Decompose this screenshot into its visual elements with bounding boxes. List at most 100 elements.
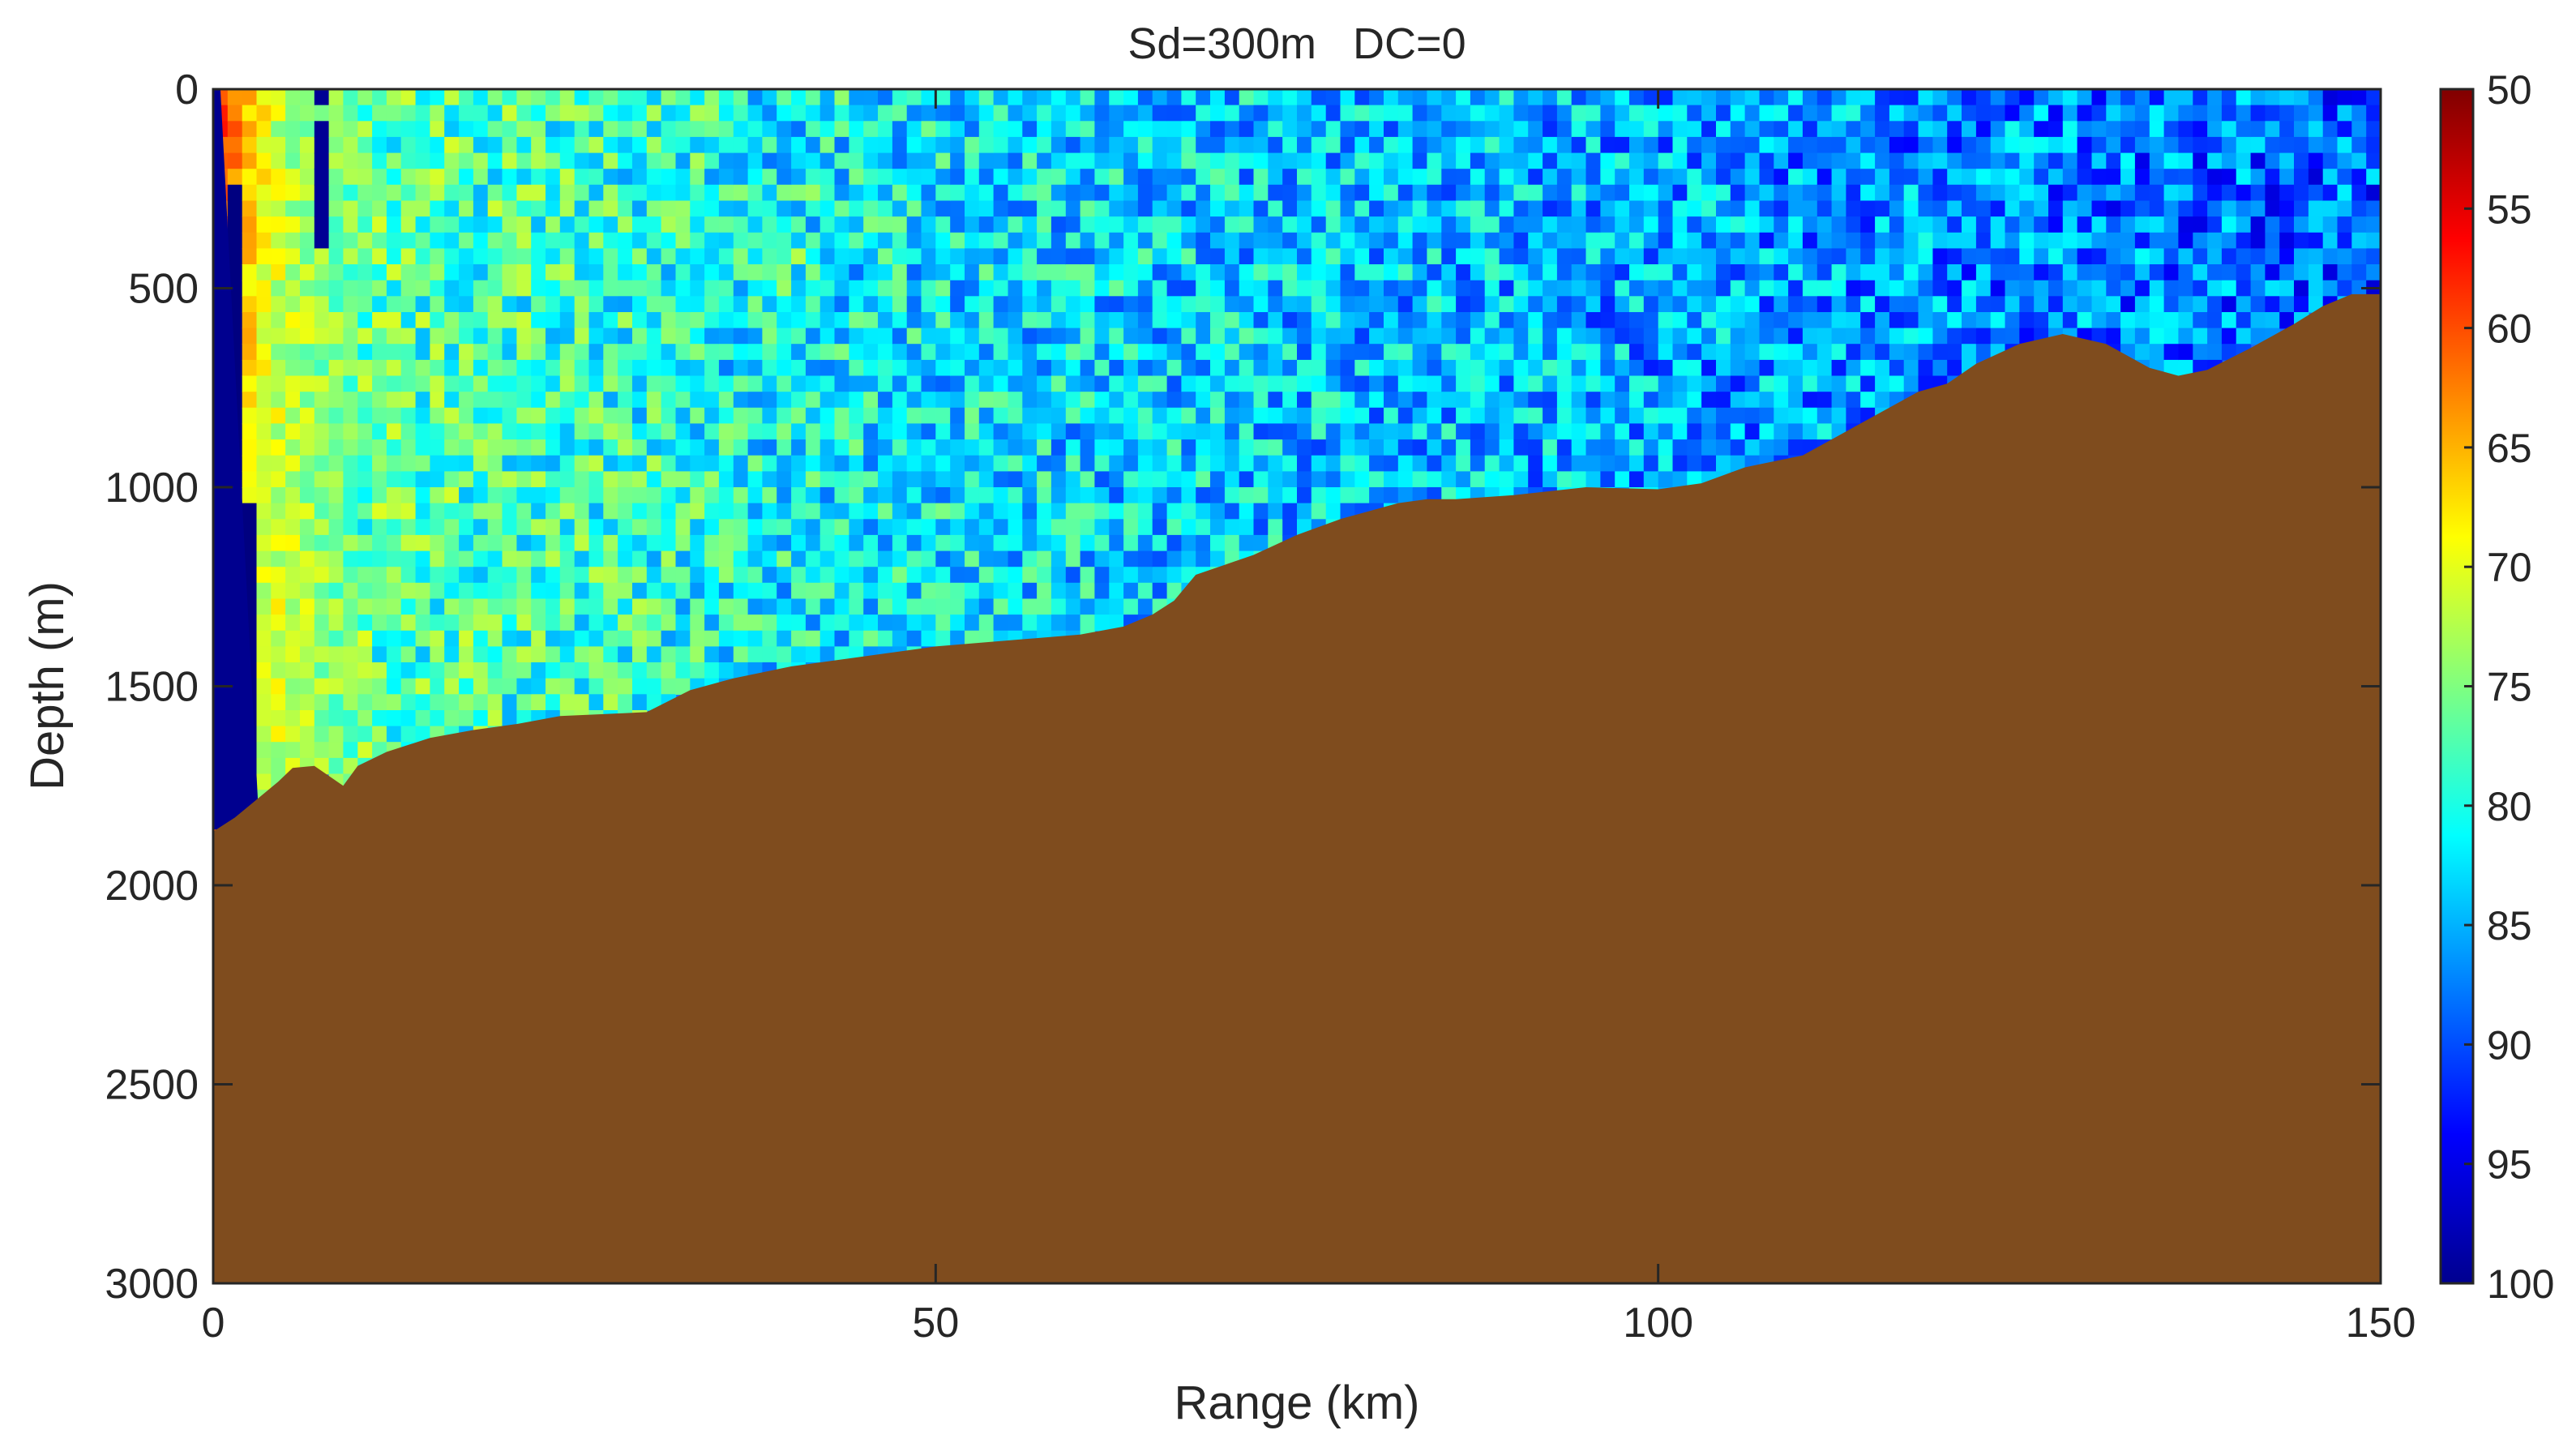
- heatmap-cell: [1816, 312, 1833, 329]
- heatmap-cell: [300, 105, 315, 122]
- heatmap-cell: [1918, 169, 1934, 186]
- heatmap-cell: [632, 359, 648, 377]
- heatmap-cell: [314, 582, 330, 600]
- heatmap-cell: [906, 519, 922, 536]
- heatmap-cell: [661, 423, 677, 440]
- heatmap-cell: [242, 423, 258, 440]
- heatmap-cell: [1571, 407, 1587, 425]
- heatmap-cell: [2106, 169, 2121, 186]
- heatmap-cell: [892, 503, 908, 520]
- heatmap-cell: [1456, 407, 1471, 425]
- heatmap-cell: [1456, 216, 1471, 233]
- heatmap-cell: [1759, 407, 1775, 425]
- heatmap-cell: [487, 534, 503, 552]
- heatmap-cell: [300, 89, 315, 106]
- heatmap-cell: [444, 471, 460, 488]
- heatmap-cell: [300, 534, 315, 552]
- heatmap-cell: [415, 598, 431, 615]
- heatmap-cell: [2120, 169, 2136, 186]
- heatmap-cell: [1643, 136, 1659, 154]
- heatmap-cell: [271, 662, 286, 679]
- heatmap-cell: [1990, 200, 2006, 217]
- heatmap-cell: [314, 662, 330, 679]
- heatmap-cell: [1123, 280, 1139, 298]
- heatmap-cell: [546, 455, 561, 473]
- heatmap-cell: [400, 550, 417, 567]
- heatmap-cell: [1672, 200, 1688, 217]
- heatmap-cell: [1412, 296, 1428, 313]
- heatmap-cell: [328, 582, 344, 600]
- heatmap-cell: [546, 248, 561, 265]
- heatmap-cell: [516, 630, 532, 648]
- heatmap-cell: [588, 662, 605, 679]
- heatmap-cell: [1556, 423, 1573, 440]
- heatmap-cell: [1629, 375, 1645, 392]
- heatmap-cell: [1340, 121, 1356, 138]
- heatmap-cell: [588, 280, 605, 298]
- heatmap-cell: [1210, 152, 1226, 169]
- heatmap-cell: [1325, 264, 1341, 281]
- heatmap-cell: [878, 232, 893, 250]
- heatmap-cell: [618, 121, 633, 138]
- heatmap-cell: [1615, 200, 1630, 217]
- heatmap-cell: [805, 359, 821, 377]
- heatmap-cell: [1224, 280, 1240, 298]
- heatmap-cell: [574, 615, 590, 632]
- heatmap-cell: [1846, 312, 1861, 329]
- heatmap-cell: [400, 121, 417, 138]
- heatmap-cell: [1137, 487, 1153, 504]
- heatmap-cell: [978, 232, 995, 250]
- heatmap-cell: [415, 567, 431, 584]
- heatmap-cell: [1499, 344, 1515, 361]
- heatmap-cell: [1600, 296, 1615, 313]
- heatmap-cell: [950, 567, 965, 584]
- heatmap-cell: [1860, 312, 1876, 329]
- heatmap-cell: [993, 121, 1009, 138]
- heatmap-cell: [256, 519, 272, 536]
- heatmap-cell: [965, 184, 980, 202]
- heatmap-cell: [1369, 392, 1384, 409]
- heatmap-cell: [777, 280, 792, 298]
- heatmap-cell: [965, 105, 980, 122]
- heatmap-cell: [906, 296, 922, 313]
- heatmap-cell: [314, 105, 330, 122]
- heatmap-cell: [1166, 264, 1183, 281]
- heatmap-cell: [1325, 423, 1341, 440]
- heatmap-cell: [1282, 296, 1298, 313]
- heatmap-cell: [690, 152, 705, 169]
- heatmap-cell: [777, 121, 792, 138]
- heatmap-cell: [2308, 216, 2324, 233]
- heatmap-cell: [1860, 328, 1876, 345]
- heatmap-cell: [618, 615, 633, 632]
- heatmap-cell: [502, 678, 518, 696]
- heatmap-cell: [675, 105, 691, 122]
- heatmap-cell: [1253, 248, 1269, 265]
- heatmap-cell: [1384, 328, 1399, 345]
- heatmap-cell: [1556, 136, 1573, 154]
- heatmap-cell: [473, 312, 489, 329]
- heatmap-cell: [1788, 136, 1804, 154]
- heatmap-cell: [1224, 375, 1240, 392]
- heatmap-cell: [487, 423, 503, 440]
- heatmap-cell: [978, 136, 995, 154]
- heatmap-cell: [1008, 136, 1024, 154]
- heatmap-cell: [2337, 169, 2353, 186]
- heatmap-cell: [2250, 232, 2266, 250]
- heatmap-cell: [415, 455, 431, 473]
- heatmap-cell: [849, 312, 864, 329]
- heatmap-cell: [747, 136, 764, 154]
- heatmap-cell: [300, 726, 315, 743]
- heatmap-cell: [921, 550, 937, 567]
- heatmap-cell: [1065, 439, 1081, 456]
- heatmap-cell: [1687, 439, 1702, 456]
- heatmap-cell: [1470, 200, 1486, 217]
- heatmap-cell: [906, 471, 922, 488]
- heatmap-cell: [1022, 598, 1038, 615]
- heatmap-cell: [1397, 407, 1414, 425]
- field-features: [213, 89, 260, 830]
- heatmap-cell: [690, 359, 705, 377]
- heatmap-cell: [777, 630, 792, 648]
- heatmap-cell: [1543, 455, 1558, 473]
- heatmap-cell: [1802, 344, 1818, 361]
- heatmap-cell: [1297, 487, 1312, 504]
